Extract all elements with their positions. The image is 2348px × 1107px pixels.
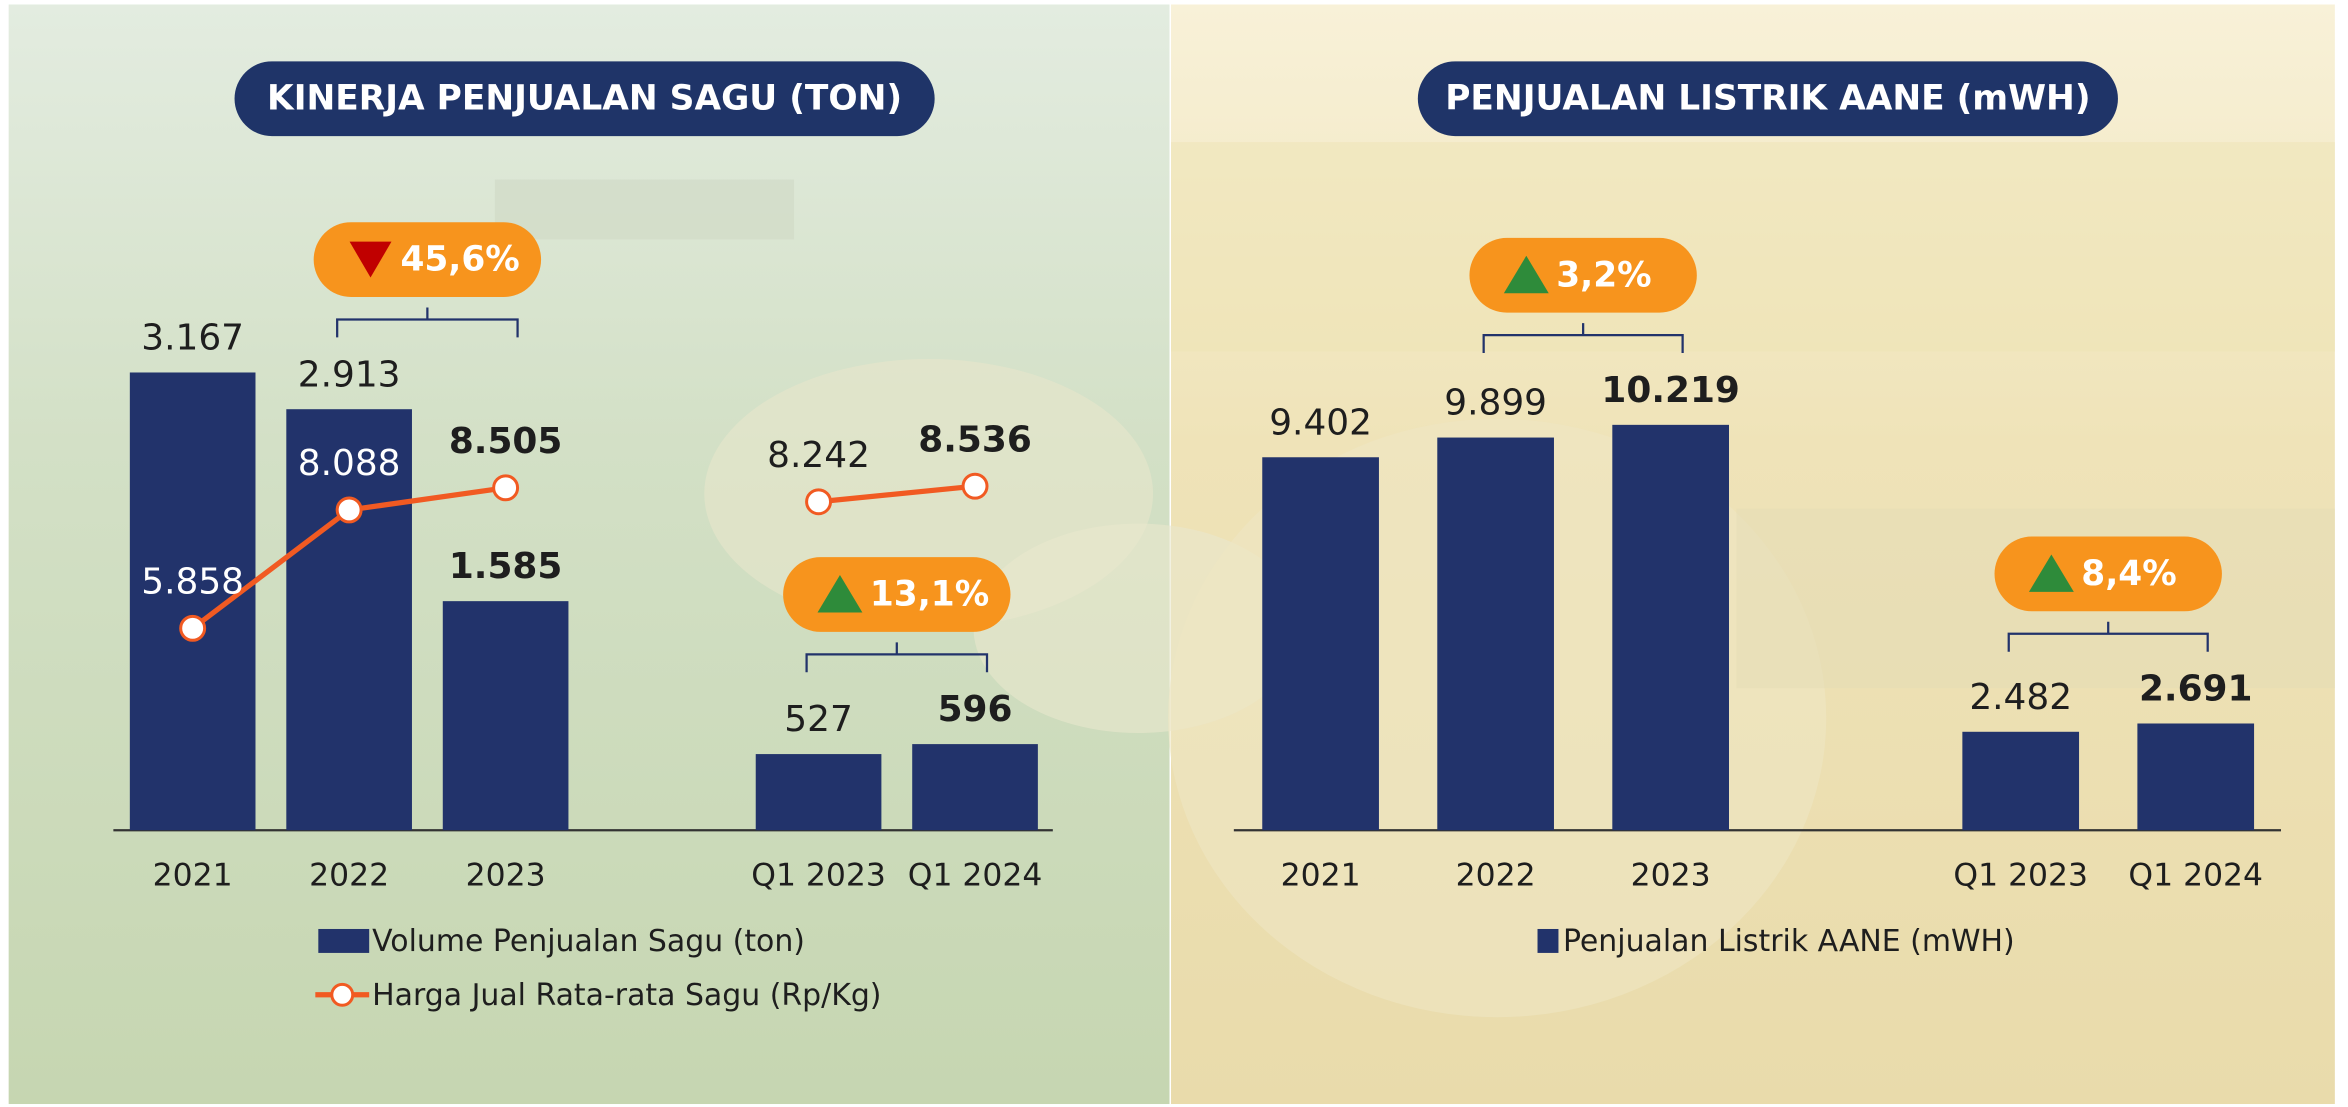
bar (912, 744, 1038, 830)
x-tick-label: 2022 (309, 858, 389, 894)
line-point (337, 498, 361, 522)
value-label: 9.899 (1444, 383, 1547, 424)
value-label: 596 (938, 689, 1013, 730)
legend-swatch (318, 929, 369, 953)
bar (756, 754, 882, 830)
bar (2137, 723, 2254, 830)
legend-label: Harga Jual Rata-rata Sagu (Rp/Kg) (372, 978, 881, 1013)
x-tick-label: Q1 2023 (751, 858, 886, 894)
legend-swatch (1538, 929, 1559, 953)
value-label: 3.167 (141, 318, 244, 359)
value-label: 8.505 (449, 421, 563, 462)
x-tick-label: 2022 (1456, 858, 1536, 894)
legend-point (332, 984, 353, 1005)
bar (1262, 457, 1379, 830)
x-tick-label: Q1 2023 (1953, 858, 2088, 894)
badge-text: 13,1% (870, 575, 989, 615)
bar (1437, 438, 1554, 831)
chart-title: PENJUALAN LISTRIK AANE (mWH) (1445, 79, 2090, 119)
value-label: 10.219 (1601, 370, 1740, 411)
value-label: 5.858 (141, 561, 244, 602)
x-tick-label: 2023 (466, 858, 546, 894)
bar (1962, 732, 2079, 830)
infographic: KINERJA PENJUALAN SAGU (TON) 2021 2022 2023… (0, 0, 2348, 1107)
x-tick-label: Q1 2024 (908, 858, 1043, 894)
value-label: 8.088 (298, 443, 401, 484)
x-tick-label: 2021 (153, 858, 233, 894)
x-tick-label: Q1 2024 (2128, 858, 2263, 894)
badge-text: 45,6% (400, 240, 519, 280)
bg-field (1171, 142, 2335, 351)
legend-label: Penjualan Listrik AANE (mWH) (1563, 924, 2015, 959)
bar (443, 601, 569, 830)
value-label: 2.913 (298, 354, 401, 395)
badge-text: 3,2% (1556, 255, 1651, 295)
value-label: 527 (784, 699, 853, 740)
value-label: 8.242 (767, 435, 870, 476)
value-label: 2.691 (2139, 669, 2253, 710)
page: {"chart_data": [ {"type": "bar", "title"… (0, 0, 2348, 1107)
line-point (963, 474, 987, 498)
bar (1612, 425, 1729, 830)
line-point (807, 490, 831, 514)
value-label: 2.482 (1969, 677, 2072, 718)
value-label: 9.402 (1269, 402, 1372, 443)
x-tick-label: 2023 (1631, 858, 1711, 894)
x-tick-label: 2021 (1281, 858, 1361, 894)
value-label: 8.536 (918, 419, 1032, 460)
value-label: 1.585 (449, 546, 563, 587)
bg-building (495, 180, 794, 240)
line-point (181, 616, 205, 640)
chart-title: KINERJA PENJUALAN SAGU (TON) (267, 79, 902, 119)
line-point (494, 476, 518, 500)
legend-label: Volume Penjualan Sagu (ton) (372, 924, 805, 959)
badge-text: 8,4% (2081, 554, 2176, 594)
